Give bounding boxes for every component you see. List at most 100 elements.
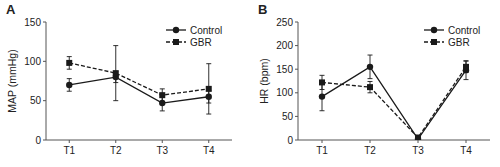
y-tick: [295, 45, 298, 46]
x-axis-line: [46, 140, 232, 141]
error-bar-cap: [464, 79, 469, 80]
legend-marker: [173, 27, 179, 33]
error-bar-cap: [320, 89, 325, 90]
data-point: [159, 92, 165, 98]
legend: ControlGBR: [424, 25, 480, 48]
x-tick: [466, 140, 467, 143]
legend-label: GBR: [190, 37, 212, 48]
x-tick-label: T1: [316, 145, 328, 156]
error-bar-stem: [466, 61, 467, 80]
legend-item: GBR: [166, 37, 212, 48]
plot-area: [319, 55, 469, 140]
y-tick: [43, 61, 46, 62]
error-bar-cap: [160, 110, 165, 111]
error-bar: [320, 75, 325, 89]
error-bar-cap: [368, 55, 373, 56]
panel: 050100150T1T2T3T4MAP (mmHg)AControlGBR: [6, 2, 232, 156]
data-point: [66, 82, 72, 88]
legend-label: Control: [448, 25, 480, 36]
y-tick: [295, 116, 298, 117]
error-bar: [67, 79, 72, 92]
x-tick-label: T4: [203, 145, 215, 156]
data-point: [463, 64, 469, 70]
chart-svg: 050100150T1T2T3T4MAP (mmHg)AControlGBR05…: [0, 0, 500, 167]
error-bar-cap: [320, 75, 325, 76]
error-bar-cap: [67, 78, 72, 79]
data-point: [206, 86, 212, 92]
x-tick-label: T4: [460, 145, 472, 156]
error-bar-cap: [464, 61, 469, 62]
data-point: [415, 135, 421, 140]
panel-title: A: [6, 2, 16, 17]
series-line: [322, 67, 466, 138]
data-point: [113, 70, 119, 76]
series: [319, 55, 469, 140]
y-tick: [43, 140, 46, 141]
error-bar-cap: [464, 72, 469, 73]
y-tick-label: 50: [282, 111, 294, 122]
x-tick: [418, 140, 419, 143]
data-point: [319, 79, 325, 85]
series: [66, 46, 212, 114]
panel: 050100150200250T1T2T3T4HR (bpm)BControlG…: [258, 2, 490, 156]
error-bar: [160, 89, 165, 102]
error-bar: [416, 135, 421, 140]
y-tick-label: 0: [287, 135, 293, 146]
series-line: [69, 63, 209, 95]
error-bar-cap: [160, 88, 165, 89]
x-axis-line: [298, 140, 490, 141]
plot-area: [66, 46, 212, 114]
data-point: [66, 60, 72, 66]
data-point: [367, 64, 373, 70]
panel-title: B: [258, 2, 267, 17]
legend-item: Control: [166, 25, 222, 36]
error-bar-cap: [368, 92, 373, 93]
error-bar-cap: [67, 56, 72, 57]
y-tick: [295, 22, 298, 23]
y-tick-label: 150: [24, 17, 41, 28]
y-axis-label: MAP (mmHg): [6, 49, 18, 112]
error-bar-cap: [368, 81, 373, 82]
legend-label: GBR: [448, 37, 470, 48]
legend-item: Control: [424, 25, 480, 36]
x-tick: [115, 140, 116, 143]
y-tick: [295, 69, 298, 70]
y-tick-label: 100: [24, 56, 41, 67]
series: [319, 61, 469, 140]
y-tick: [295, 140, 298, 141]
error-bar: [67, 57, 72, 70]
x-tick-label: T3: [156, 145, 168, 156]
data-point: [367, 84, 373, 90]
x-tick: [322, 140, 323, 143]
x-tick-label: T1: [63, 145, 75, 156]
x-tick-label: T2: [110, 145, 122, 156]
y-axis-line: [46, 22, 47, 140]
error-bar-cap: [113, 100, 118, 101]
error-bar: [206, 64, 211, 114]
error-bar-cap: [320, 110, 325, 111]
error-bar-cap: [160, 101, 165, 102]
y-axis-line: [298, 22, 299, 140]
error-bar-cap: [368, 78, 373, 79]
legend-item: GBR: [424, 37, 470, 48]
error-bar-cap: [113, 45, 118, 46]
y-tick-label: 0: [35, 135, 41, 146]
legend-marker: [173, 39, 179, 45]
chart-container: 050100150T1T2T3T4MAP (mmHg)AControlGBR05…: [0, 0, 500, 167]
y-tick: [295, 92, 298, 93]
y-tick-label: 100: [276, 87, 293, 98]
x-tick: [208, 140, 209, 143]
legend-label: Control: [190, 25, 222, 36]
error-bar-cap: [464, 60, 469, 61]
series-line: [322, 67, 466, 139]
x-tick: [69, 140, 70, 143]
x-tick: [370, 140, 371, 143]
y-axis-label: HR (bpm): [258, 58, 270, 104]
y-tick: [43, 22, 46, 23]
error-bar: [113, 46, 118, 101]
x-tick-label: T3: [412, 145, 424, 156]
error-bar: [368, 55, 373, 79]
error-bar-cap: [67, 69, 72, 70]
y-tick-label: 200: [276, 40, 293, 51]
error-bar-cap: [206, 63, 211, 64]
